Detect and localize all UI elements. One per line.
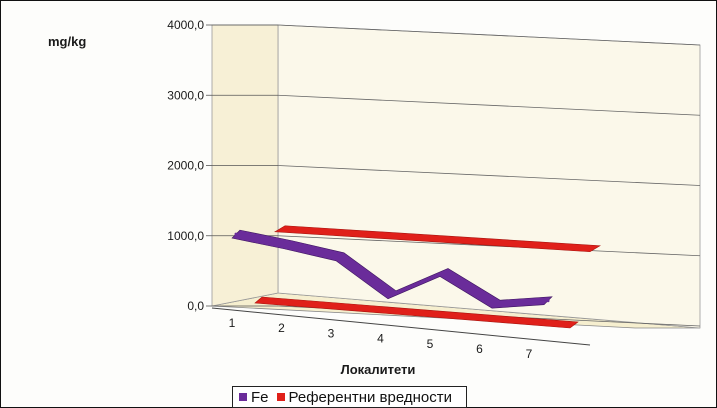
y-tick-label: 2000,0	[167, 159, 204, 173]
series-fe-point	[234, 232, 238, 236]
y-tick-label: 3000,0	[167, 88, 204, 102]
y-tick-label: 0,0	[187, 299, 204, 313]
y-gridline	[277, 24, 701, 46]
x-tick-label: 6	[476, 342, 483, 356]
reference-band-high	[274, 225, 601, 253]
legend-swatch-reference	[276, 393, 285, 401]
legend-item-reference: Референтни вредности	[276, 388, 453, 406]
x-axis-label: Локалитети	[341, 362, 416, 377]
x-tick-label: 5	[427, 337, 434, 351]
series-fe-point	[390, 293, 394, 297]
x-tick-label: 3	[328, 326, 335, 340]
chart-back-wall	[277, 24, 701, 329]
legend-label-reference: Референтни вредности	[288, 388, 453, 406]
series-fe-point	[442, 270, 446, 274]
legend: Fe Референтни вредности	[232, 386, 468, 408]
x-tick-label: 4	[377, 332, 384, 346]
series-fe-point	[338, 255, 342, 259]
series-fe-point	[546, 299, 550, 303]
legend-item-fe: Fe	[239, 389, 269, 406]
x-tick-label: 7	[526, 347, 533, 361]
reference-band-low	[254, 296, 579, 329]
y-axis-label: mg/kg	[48, 34, 86, 49]
y-tick-label: 4000,0	[167, 18, 204, 32]
series-fe-point	[286, 243, 290, 247]
legend-label-fe: Fe	[251, 388, 269, 406]
series-fe-point	[494, 302, 498, 306]
x-axis-line	[211, 307, 591, 346]
series-fe-ribbon	[231, 229, 553, 309]
y-gridline	[277, 94, 701, 116]
y-tick-label: 1000,0	[167, 229, 204, 243]
y-gridline	[277, 165, 701, 186]
x-tick-label: 2	[278, 321, 285, 335]
x-tick-label: 1	[229, 316, 236, 330]
y-gridline	[277, 235, 701, 257]
legend-swatch-fe	[239, 393, 247, 401]
